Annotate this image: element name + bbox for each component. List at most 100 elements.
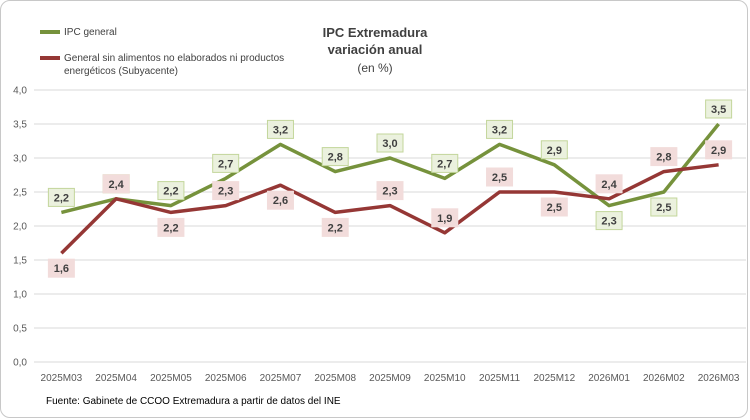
data-label-box [705,99,733,119]
y-tick-label: 3,0 [13,154,27,165]
data-label-box [266,190,294,210]
data-label-box [705,140,733,160]
data-label-box [321,147,349,167]
data-label-text: 2,3 [218,186,233,198]
data-label-text: 2,8 [656,152,671,164]
data-label-text: 3,0 [382,138,397,150]
x-tick-label: 2025M12 [533,373,575,384]
data-label-box [540,140,568,160]
y-tick-label: 0,5 [13,324,27,335]
data-label-box [650,197,678,217]
x-tick-label: 2025M09 [369,373,411,384]
data-label-text: 2,2 [54,192,69,204]
y-tick-label: 2,5 [13,188,27,199]
chart-title: IPC Extremadura [323,25,429,40]
data-label-box [486,119,514,139]
x-tick-label: 2025M05 [150,373,192,384]
data-label: 2,3 [212,181,240,201]
data-label: 1,6 [47,258,75,278]
data-label: 2,9 [540,140,568,160]
data-label-box [212,181,240,201]
data-label: 2,2 [157,181,185,201]
data-label-box [595,174,623,194]
data-label: 2,3 [376,181,404,201]
data-label: 3,2 [266,119,294,139]
data-label-text: 2,3 [601,216,616,228]
y-tick-label: 2,0 [13,222,27,233]
y-tick-label: 4,0 [13,86,27,97]
series-line-1 [60,163,719,255]
data-label-box [376,181,404,201]
data-label-text: 3,2 [273,124,288,136]
legend-label-subyacente-line2: energéticos (Subyacente) [64,66,178,77]
data-label-box [595,211,623,231]
y-tick-label: 0,0 [13,358,27,369]
data-label-box [157,217,185,237]
data-label-text: 3,2 [492,124,507,136]
data-label-text: 2,4 [601,179,617,191]
data-label-box [431,208,459,228]
x-tick-label: 2026M03 [698,373,740,384]
data-label-text: 2,6 [273,195,288,207]
data-label-box [212,153,240,173]
data-label-box [266,119,294,139]
data-label-text: 2,9 [711,145,726,157]
x-tick-label: 2025M11 [479,373,520,384]
data-label-text: 2,2 [163,186,178,198]
data-label: 2,6 [266,190,294,210]
data-label: 3,2 [486,119,514,139]
x-tick-label: 2026M01 [588,373,630,384]
x-tick-label: 2025M03 [41,373,83,384]
data-label-text: 1,9 [437,213,452,225]
data-label: 2,9 [705,140,733,160]
data-label: 3,5 [705,99,733,119]
data-label-text: 2,7 [437,158,452,170]
data-label: 2,2 [47,187,75,207]
data-label-text: 2,2 [163,222,178,234]
x-tick-label: 2026M02 [643,373,685,384]
data-label: 2,8 [321,147,349,167]
data-label-box [486,167,514,187]
data-label-text: 3,5 [711,104,726,116]
data-label-text: 2,5 [547,202,562,214]
data-label-box [321,217,349,237]
data-label-box [431,153,459,173]
data-label: 2,4 [102,174,130,194]
data-label-text: 1,6 [54,263,69,275]
data-label-box [650,147,678,167]
data-label: 2,5 [540,197,568,217]
data-label-text: 2,4 [109,179,125,191]
data-label-box [376,133,404,153]
data-label: 2,7 [212,153,240,173]
data-label: 1,9 [431,208,459,228]
data-label-text: 2,3 [382,186,397,198]
x-tick-label: 2025M10 [424,373,466,384]
data-label-box [47,258,75,278]
chart-subtitle-units: (en %) [357,61,392,75]
data-label-text: 2,5 [656,202,671,214]
data-label: 2,7 [431,153,459,173]
y-tick-label: 1,0 [13,290,27,301]
legend-label-ipc-general: IPC general [64,27,117,38]
data-label: 2,4 [595,174,623,194]
chart-subtitle: variación anual [328,42,423,57]
x-tick-label: 2025M06 [205,373,247,384]
x-tick-label: 2025M08 [314,373,356,384]
data-label: 2,8 [650,147,678,167]
data-label: 2,2 [321,217,349,237]
grid-layer: 0,0 0,5 1,0 1,5 2,0 2,5 3,0 3,5 4,0 2025M03 2025M0… [13,86,746,384]
data-label-text: 2,5 [492,172,507,184]
x-tick-label: 2025M07 [260,373,302,384]
series-line-0 [60,122,720,215]
data-label: 2,2 [157,217,185,237]
data-label-box [47,187,75,207]
data-label-box [540,197,568,217]
data-label-layer: 2,2 2,4 2,2 2,7 3,2 2,8 3,0 2,7 3,2 2,9 2,3 2,5 3,5 1… [47,99,733,278]
legend-label-subyacente-line1: General sin alimentos no elaborados ni p… [64,53,284,64]
data-label-text: 2,7 [218,158,233,170]
data-label-text: 2,8 [328,152,343,164]
data-label-text: 2,9 [547,145,562,157]
data-label-text: 2,2 [328,222,343,234]
y-tick-label: 3,5 [13,120,27,131]
